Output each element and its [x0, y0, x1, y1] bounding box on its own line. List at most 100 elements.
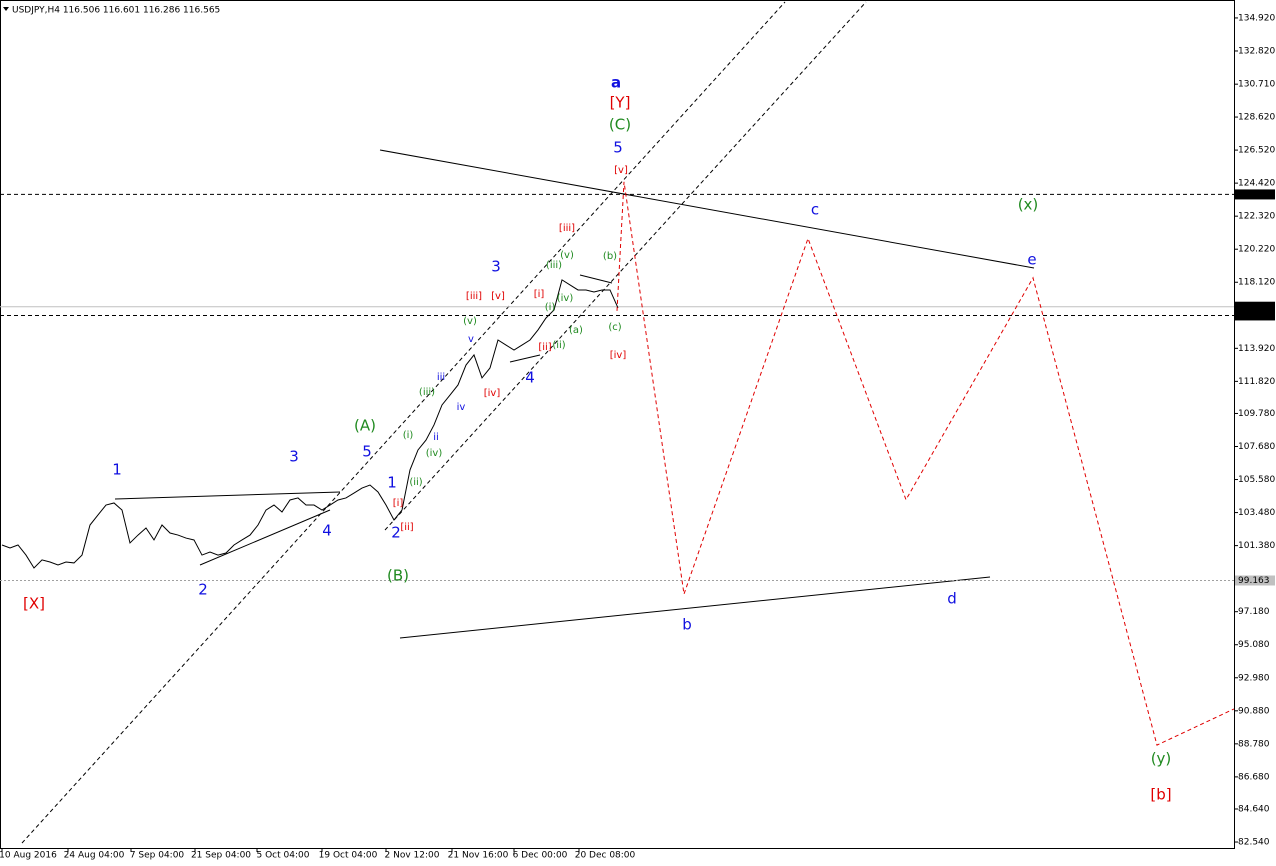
wave-label: (v) — [560, 250, 574, 261]
wave-label: (iii) — [419, 387, 435, 398]
x-tick-label: 21 Sep 04:00 — [191, 851, 251, 861]
x-tick-label: 5 Oct 04:00 — [257, 851, 310, 861]
wave-label: a — [611, 74, 621, 92]
wave-label: ii — [433, 432, 439, 443]
wave-label: (b) — [603, 251, 617, 262]
projection-line — [616, 181, 1235, 746]
y-tick-label: 107.680 — [1238, 442, 1275, 452]
x-tick-label: 10 Aug 2016 — [0, 851, 57, 861]
wave-label: (i) — [545, 302, 556, 313]
price-label-box — [1235, 575, 1275, 586]
x-tick-label: 19 Oct 04:00 — [319, 851, 378, 861]
wave-label: [Y] — [610, 94, 631, 112]
wave-label: d — [947, 590, 957, 608]
y-tick-label: 82.540 — [1238, 838, 1270, 848]
wave-label: [i] — [534, 289, 545, 300]
y-tick-label: 130.710 — [1238, 80, 1275, 90]
price-label: 123.702 — [1238, 190, 1275, 200]
y-tick-label: 122.320 — [1238, 212, 1275, 222]
x-tick-label: 20 Dec 08:00 — [575, 851, 636, 861]
wave-label: [ii] — [400, 522, 413, 533]
wave-label: (iii) — [546, 260, 562, 271]
wave-label: iii — [437, 372, 445, 383]
wave-label: (iv) — [557, 293, 574, 304]
plot-frame — [0, 0, 1235, 849]
y-tick-label: 105.580 — [1238, 475, 1275, 485]
wave-label: (C) — [609, 116, 631, 134]
wave-label: 4 — [525, 369, 535, 387]
wave-label: [v] — [491, 291, 505, 302]
y-tick-label: 103.480 — [1238, 508, 1275, 518]
x-tick-label: 6 Dec 00:00 — [513, 851, 568, 861]
wave-label: (ii) — [552, 340, 565, 351]
wave-label: [v] — [614, 165, 628, 176]
y-tick-label: 111.820 — [1238, 377, 1275, 387]
wave-label: [b] — [1150, 786, 1171, 804]
y-tick-label: 118.120 — [1238, 278, 1275, 288]
x-tick-label: 7 Sep 04:00 — [130, 851, 185, 861]
wave-label: 4 — [322, 522, 332, 540]
wave-label: [i] — [393, 498, 404, 509]
price-label: 99.163 — [1238, 576, 1270, 586]
wave-label: (iv) — [426, 448, 443, 459]
wave-label: 2 — [391, 524, 401, 542]
wave-label: 1 — [387, 474, 397, 492]
wave-label: (v) — [463, 316, 477, 327]
wave-label: (ii) — [409, 477, 422, 488]
wave-label: (y) — [1151, 750, 1172, 768]
y-tick-label: 120.220 — [1238, 245, 1275, 255]
x-tick-label: 21 Nov 16:00 — [448, 851, 509, 861]
chart-title: USDJPY,H4 116.506 116.601 116.286 116.56… — [12, 6, 220, 16]
title-arrow — [3, 7, 9, 11]
y-tick-label: 90.880 — [1238, 706, 1270, 716]
wave-label: 5 — [362, 443, 372, 461]
y-tick-label: 134.920 — [1238, 13, 1275, 23]
wave-label: 3 — [491, 258, 501, 276]
wave-label: v — [468, 334, 474, 345]
wave-label: (B) — [387, 567, 409, 585]
wave-label: 2 — [198, 581, 208, 599]
trend-lines — [21, 1, 1035, 844]
wave-label: (i) — [403, 430, 414, 441]
wave-label: iv — [457, 402, 466, 413]
wave-label: (A) — [354, 417, 376, 435]
y-tick-label: 84.640 — [1238, 804, 1270, 814]
wave-label: 3 — [289, 448, 299, 466]
wave-label: (a) — [569, 325, 583, 336]
price-label-box — [1235, 310, 1275, 321]
y-tick-label: 95.080 — [1238, 640, 1270, 650]
y-tick-label: 128.620 — [1238, 113, 1275, 123]
price-label-box — [1235, 301, 1275, 312]
x-tick-label: 24 Aug 04:00 — [64, 851, 125, 861]
channel-line — [384, 1, 867, 531]
trend-line — [509, 354, 541, 363]
trend-line — [579, 274, 613, 284]
price-line-series — [1, 279, 619, 569]
wave-label: [iii] — [466, 291, 482, 302]
trend-line — [399, 576, 991, 639]
price-label: 116.565 — [1238, 302, 1275, 312]
wave-label: 5 — [613, 139, 623, 157]
y-tick-label: 92.980 — [1238, 673, 1270, 683]
wave-label: [X] — [23, 595, 45, 613]
y-tick-label: 113.920 — [1238, 344, 1275, 354]
wave-label: b — [682, 616, 692, 634]
y-tick-label: 109.780 — [1238, 409, 1275, 419]
wave-label: c — [811, 201, 819, 219]
trend-line — [114, 491, 341, 500]
wave-label: [iv] — [610, 350, 627, 361]
trend-line — [199, 509, 331, 566]
price-label: 116.010 — [1238, 311, 1275, 321]
price-label-box — [1235, 189, 1275, 200]
wave-label: (x) — [1018, 196, 1039, 214]
channel-line — [21, 1, 786, 844]
wave-label: (c) — [608, 322, 621, 333]
y-tick-label: 126.520 — [1238, 146, 1275, 156]
x-tick-label: 2 Nov 12:00 — [385, 851, 440, 861]
trend-line — [379, 149, 1035, 269]
y-tick-label: 101.380 — [1238, 541, 1275, 551]
wave-label: [ii] — [538, 342, 551, 353]
wave-label: 1 — [112, 461, 122, 479]
